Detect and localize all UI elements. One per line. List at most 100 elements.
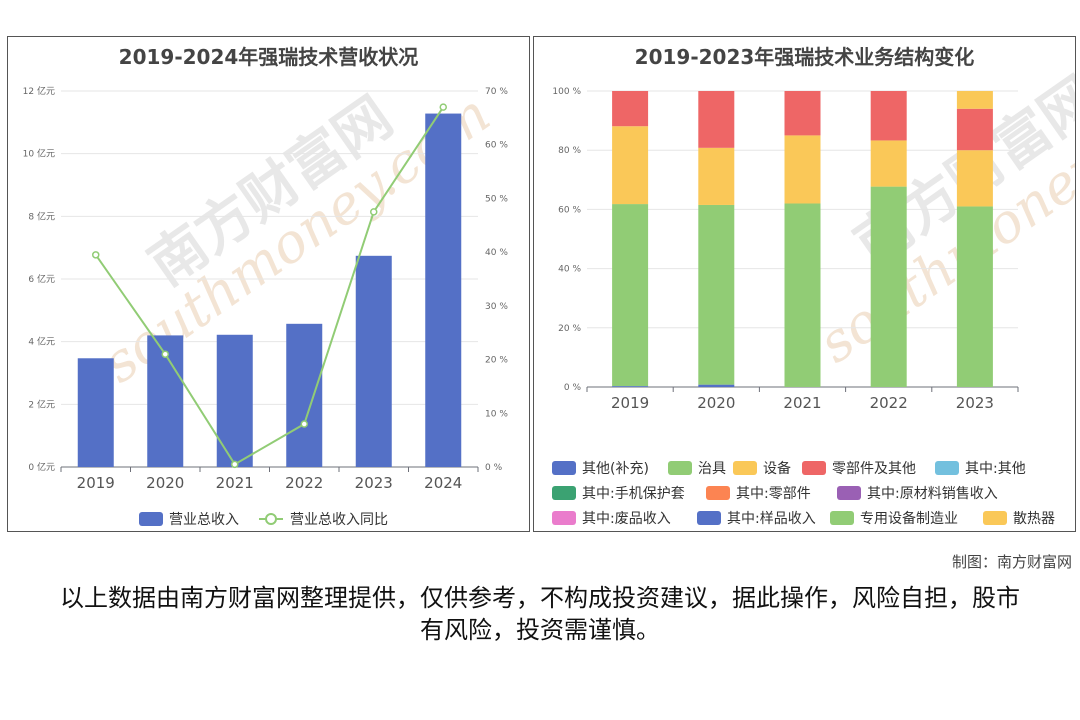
legend-swatch bbox=[552, 461, 576, 475]
legend-label: 其中:废品收入 bbox=[582, 511, 671, 527]
revenue-bar bbox=[77, 358, 114, 467]
legend-swatch bbox=[552, 486, 576, 500]
stacked-segment bbox=[698, 204, 735, 385]
y-tick-label: 0 % bbox=[564, 383, 582, 393]
y-left-tick-label: 12 亿元 bbox=[23, 85, 55, 97]
legend-swatch bbox=[139, 512, 163, 526]
legend-item-revenue[interactable]: 营业总收入 bbox=[139, 509, 239, 529]
x-tick-label: 2022 bbox=[285, 474, 323, 492]
legend-swatch bbox=[697, 511, 721, 525]
y-right-tick-label: 30 % bbox=[485, 302, 508, 312]
legend-swatch bbox=[668, 461, 692, 475]
yoy-point bbox=[161, 350, 169, 358]
legend-item[interactable]: 散热器 bbox=[983, 508, 1055, 528]
legend-label: 散热器 bbox=[1013, 511, 1055, 527]
stacked-segment bbox=[612, 91, 649, 127]
y-right-tick-label: 60 % bbox=[485, 141, 508, 151]
legend-label: 其中:其他 bbox=[965, 461, 1026, 477]
revenue-bar bbox=[216, 334, 253, 467]
stacked-segment bbox=[870, 91, 907, 141]
x-tick-label: 2021 bbox=[216, 474, 254, 492]
revenue-bar bbox=[355, 255, 392, 467]
legend-item[interactable]: 设备 bbox=[733, 458, 791, 478]
stacked-segment bbox=[698, 91, 735, 148]
legend-item-yoy[interactable]: 营业总收入同比 bbox=[258, 509, 388, 529]
stacked-segment bbox=[956, 108, 993, 151]
y-tick-label: 80 % bbox=[558, 146, 581, 156]
legend-label: 其他(补充) bbox=[582, 461, 649, 477]
yoy-point bbox=[92, 251, 100, 259]
y-right-tick-label: 70 % bbox=[485, 87, 508, 97]
stacked-segment bbox=[698, 384, 735, 387]
legend-item[interactable]: 其中:原材料销售收入 bbox=[837, 483, 998, 503]
stacked-segment bbox=[612, 386, 649, 387]
y-tick-label: 20 % bbox=[558, 324, 581, 334]
x-tick-label: 2024 bbox=[424, 474, 462, 492]
y-left-tick-label: 10 亿元 bbox=[23, 148, 55, 160]
legend-item[interactable]: 其中:样品收入 bbox=[697, 508, 816, 528]
legend-swatch bbox=[935, 461, 959, 475]
legend-item[interactable]: 其中:废品收入 bbox=[552, 508, 671, 528]
stacked-segment bbox=[870, 186, 907, 387]
legend-item[interactable]: 专用设备制造业 bbox=[830, 508, 958, 528]
yoy-point bbox=[300, 420, 308, 428]
y-right-tick-label: 10 % bbox=[485, 409, 508, 419]
x-tick-label: 2020 bbox=[697, 394, 735, 412]
y-tick-label: 40 % bbox=[558, 265, 581, 275]
y-right-tick-label: 20 % bbox=[485, 356, 508, 366]
legend-item[interactable]: 零部件及其他 bbox=[802, 458, 916, 478]
x-tick-label: 2022 bbox=[870, 394, 908, 412]
legend-label: 专用设备制造业 bbox=[860, 511, 958, 527]
revenue-chart: 0 亿元 2 亿元 4 亿元 6 亿元 8 亿元 10 亿元 12 亿元 0 % 10 % 20 … bbox=[23, 85, 509, 492]
x-tick-label: 2020 bbox=[146, 474, 184, 492]
y-right-tick-label: 0 % bbox=[485, 463, 503, 473]
legend-swatch bbox=[802, 461, 826, 475]
y-left-tick-label: 6 亿元 bbox=[28, 273, 55, 285]
legend-label: 其中:零部件 bbox=[736, 486, 811, 502]
y-right-tick-label: 40 % bbox=[485, 248, 508, 258]
legend-item[interactable]: 其他(补充) bbox=[552, 458, 649, 478]
chart-title: 2019-2024年强瑞技术营收状况 bbox=[118, 45, 419, 69]
stacked-segment bbox=[784, 91, 821, 136]
stacked-segment bbox=[956, 150, 993, 207]
disclaimer-text: 以上数据由南方财富网整理提供，仅供参考，不构成投资建议，据此操作，风险自担，股市… bbox=[60, 584, 1020, 644]
legend-swatch bbox=[706, 486, 730, 500]
stacked-segment bbox=[956, 91, 993, 109]
revenue-bar bbox=[286, 323, 323, 467]
stacked-segment bbox=[612, 204, 649, 387]
stacked-segment bbox=[956, 206, 993, 387]
stacked-segment bbox=[870, 140, 907, 187]
stacked-segment bbox=[784, 203, 821, 387]
yoy-point bbox=[231, 460, 239, 469]
line-marker-icon bbox=[259, 513, 283, 525]
legend-label: 营业总收入同比 bbox=[290, 512, 388, 528]
revenue-chart-panel: 南方财富网 southmoney.com 2019-2024年强瑞技术营收状况 … bbox=[7, 36, 530, 532]
y-tick-label: 100 % bbox=[552, 87, 581, 97]
legend-label: 营业总收入 bbox=[169, 512, 239, 528]
y-left-tick-label: 8 亿元 bbox=[28, 210, 55, 222]
revenue-bar bbox=[425, 113, 462, 467]
x-tick-label: 2023 bbox=[956, 394, 994, 412]
legend-item[interactable]: 其中:其他 bbox=[935, 458, 1026, 478]
y-right-tick-label: 50 % bbox=[485, 194, 508, 204]
legend-label: 其中:原材料销售收入 bbox=[867, 486, 998, 502]
legend-label: 治具 bbox=[698, 461, 726, 477]
x-tick-label: 2019 bbox=[77, 474, 115, 492]
y-left-tick-label: 0 亿元 bbox=[28, 461, 55, 473]
x-tick-label: 2021 bbox=[783, 394, 821, 412]
legend-label: 设备 bbox=[763, 461, 791, 477]
y-left-tick-label: 4 亿元 bbox=[28, 336, 55, 348]
x-tick-label: 2019 bbox=[611, 394, 649, 412]
yoy-point bbox=[370, 208, 378, 216]
yoy-line bbox=[94, 106, 445, 466]
legend-label: 其中:样品收入 bbox=[727, 511, 816, 527]
legend-swatch bbox=[830, 511, 854, 525]
legend-swatch bbox=[983, 511, 1007, 525]
legend-item[interactable]: 其中:手机保护套 bbox=[552, 483, 685, 503]
y-tick-label: 60 % bbox=[558, 205, 581, 215]
legend-label: 零部件及其他 bbox=[832, 461, 916, 477]
stacked-segment bbox=[784, 135, 821, 204]
legend-item[interactable]: 治具 bbox=[668, 458, 726, 478]
legend-item[interactable]: 其中:零部件 bbox=[706, 483, 811, 503]
legend-swatch bbox=[837, 486, 861, 500]
